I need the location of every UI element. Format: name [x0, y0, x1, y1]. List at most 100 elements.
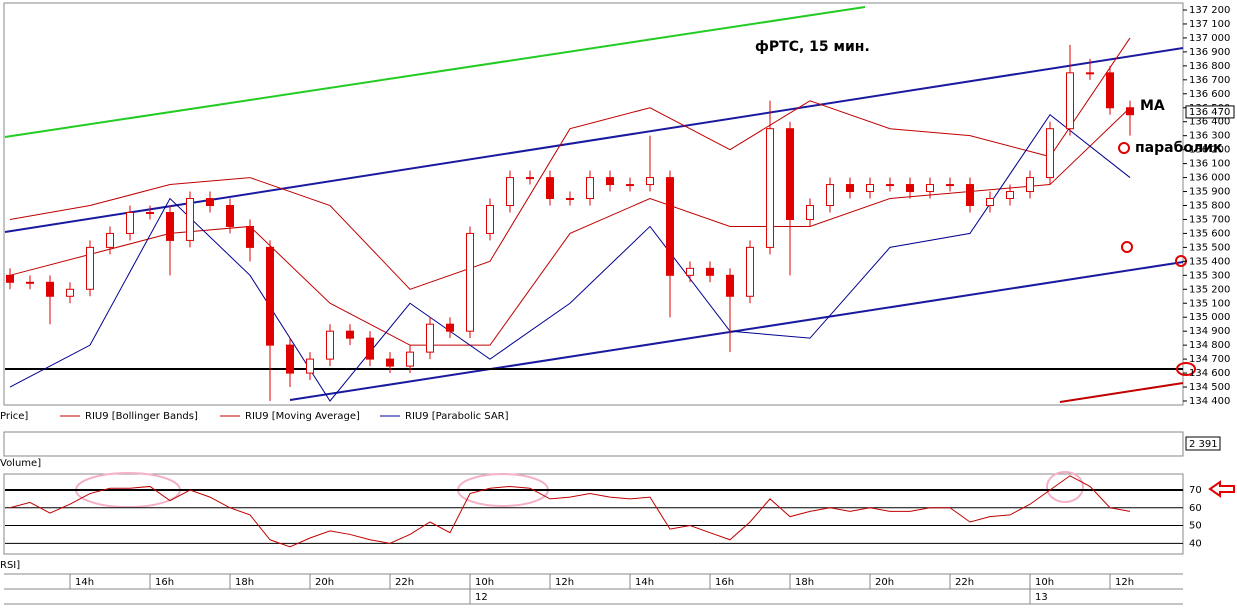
x-tick-label: 22h [955, 577, 974, 588]
chart-title: фРТС, 15 мин. [755, 39, 870, 55]
day-label: 13 [1035, 592, 1048, 603]
candle-body [546, 177, 554, 200]
panel-label: RSI] [0, 560, 20, 571]
candle-body [186, 198, 194, 241]
y-tick-label: 136 200 [1189, 145, 1230, 156]
y-tick-label: 134 600 [1189, 368, 1230, 379]
rsi-panel [3, 473, 1184, 555]
candle-body [706, 267, 714, 276]
marker-circle [1121, 241, 1133, 253]
y-tick-label: 136 000 [1189, 173, 1230, 184]
candle-body [366, 337, 374, 360]
candle-body [406, 351, 414, 367]
panel-label: Price] [0, 411, 28, 422]
x-tick-label: 18h [795, 577, 814, 588]
candle-body [286, 344, 294, 374]
candle-body [306, 358, 314, 374]
rsi-line [9, 475, 1131, 548]
candle-body [226, 205, 234, 227]
marker-circle [1118, 142, 1130, 154]
candle-body [886, 184, 894, 187]
y-tick-label: 135 700 [1189, 214, 1230, 225]
day-label: 12 [475, 592, 488, 603]
candle-body [86, 246, 94, 290]
y-tick-label: 40 [1189, 538, 1202, 549]
y-tick-label: 135 400 [1189, 256, 1230, 267]
y-tick-label: 135 900 [1189, 187, 1230, 198]
last-price-box [1185, 105, 1235, 119]
candle-body [606, 177, 614, 186]
volume-value-label: 2 391 [1189, 439, 1218, 450]
y-tick-label: 134 500 [1189, 382, 1230, 393]
highlight-ellipse [1046, 471, 1084, 503]
candle-body [586, 177, 594, 200]
y-tick-label: 137 200 [1189, 5, 1230, 16]
candle-body [1046, 128, 1054, 179]
candle-body [986, 198, 994, 206]
x-tick-label: 20h [875, 577, 894, 588]
x-tick-label: 14h [635, 577, 654, 588]
y-tick-label: 136 800 [1189, 61, 1230, 72]
candle-body [826, 184, 834, 207]
candle-body [906, 184, 914, 193]
x-tick-label: 14h [75, 577, 94, 588]
candle-body [526, 177, 534, 180]
candle-body [1066, 72, 1074, 130]
overlay-line [9, 107, 1131, 346]
overlay-line [9, 37, 1131, 290]
x-tick-label: 16h [155, 577, 174, 588]
annotation: MA [1140, 98, 1165, 114]
legend-label: RIU9 [Moving Average] [245, 411, 360, 422]
y-tick-label: 136 600 [1189, 89, 1230, 100]
candle-body [166, 211, 174, 241]
candle-body [446, 323, 454, 332]
y-tick-label: 136 700 [1189, 75, 1230, 86]
x-tick-label: 12h [1115, 577, 1134, 588]
candle-body [966, 184, 974, 207]
candle-body [46, 281, 54, 297]
x-tick-label: 22h [395, 577, 414, 588]
candle-body [126, 211, 134, 234]
candle-body [506, 177, 514, 206]
candle-body [6, 274, 14, 283]
panel-label: Volume] [0, 458, 41, 469]
candle-body [206, 198, 214, 206]
candle-body [786, 128, 794, 220]
y-tick-label: 60 [1189, 503, 1202, 514]
candle-body [926, 184, 934, 193]
candle-body [806, 205, 814, 220]
candle-body [646, 177, 654, 186]
x-tick-label: 12h [555, 577, 574, 588]
y-tick-label: 136 100 [1189, 159, 1230, 170]
y-tick-label: 135 600 [1189, 228, 1230, 239]
candle-body [66, 288, 74, 297]
candle-body [726, 274, 734, 297]
y-tick-label: 50 [1189, 521, 1202, 532]
candle-body [106, 232, 114, 248]
trend-line [1059, 382, 1184, 403]
candle-body [386, 358, 394, 367]
y-tick-label: 135 100 [1189, 298, 1230, 309]
channel-line [289, 261, 1184, 401]
marker-circle [1176, 362, 1196, 376]
volume-panel [3, 431, 1184, 457]
y-tick-label: 135 800 [1189, 201, 1230, 212]
candle-body [766, 128, 774, 248]
candle-body [846, 184, 854, 193]
candle-body [1126, 107, 1134, 116]
y-tick-label: 136 900 [1189, 47, 1230, 58]
y-tick-label: 134 800 [1189, 340, 1230, 351]
candle-body [946, 184, 954, 187]
candle-body [146, 211, 154, 214]
x-tick-label: 10h [475, 577, 494, 588]
candle-body [1106, 72, 1114, 109]
candle-body [666, 177, 674, 276]
candle-body [626, 184, 634, 187]
candle-body [746, 246, 754, 297]
candle-body [266, 246, 274, 346]
x-tick-label: 10h [1035, 577, 1054, 588]
y-tick-label: 137 000 [1189, 33, 1230, 44]
candle-body [1086, 72, 1094, 75]
